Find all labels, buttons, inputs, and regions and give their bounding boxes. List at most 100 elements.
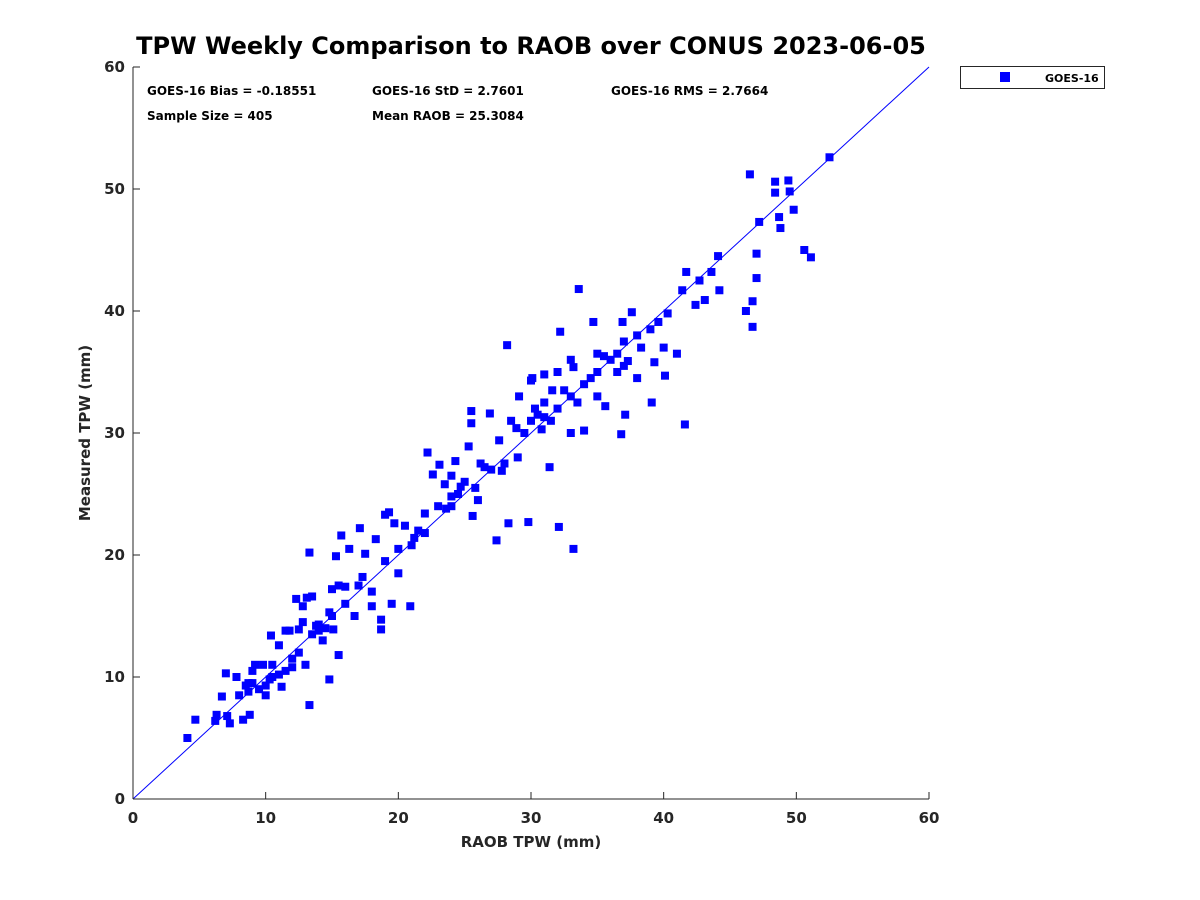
data-point — [593, 349, 602, 358]
data-point — [533, 410, 542, 419]
stat-rms: GOES-16 RMS = 2.7664 — [611, 84, 768, 98]
data-point — [211, 716, 220, 725]
data-point — [520, 429, 529, 437]
data-point — [298, 602, 307, 611]
data-point — [715, 286, 724, 295]
x-tick-label: 10 — [255, 809, 276, 827]
y-tick-label: 30 — [104, 424, 125, 442]
data-point — [400, 521, 409, 530]
data-point — [456, 482, 465, 491]
data-point — [321, 624, 330, 633]
x-tick-label: 30 — [521, 809, 542, 827]
data-point — [789, 205, 798, 214]
data-point — [467, 419, 476, 428]
data-point — [748, 322, 757, 331]
data-point — [248, 666, 257, 675]
data-point — [460, 477, 469, 486]
data-point — [560, 386, 569, 395]
data-point — [302, 593, 311, 602]
data-point — [515, 392, 524, 401]
data-point — [464, 442, 473, 451]
data-point — [546, 416, 555, 425]
data-point — [223, 712, 232, 721]
data-point — [440, 480, 449, 489]
stat-bias: GOES-16 Bias = -0.18551 — [147, 84, 316, 98]
data-point — [504, 519, 513, 528]
data-point — [633, 374, 642, 383]
data-point — [355, 524, 364, 533]
data-point — [268, 673, 277, 681]
data-point — [672, 349, 681, 358]
data-point — [454, 490, 463, 498]
y-tick-label: 0 — [115, 790, 125, 808]
data-point — [183, 734, 192, 742]
data-point — [434, 502, 443, 511]
data-point — [566, 429, 575, 437]
data-point — [423, 448, 432, 457]
data-point — [678, 286, 687, 295]
data-point — [381, 557, 390, 566]
data-point — [414, 526, 423, 535]
data-point — [367, 587, 376, 596]
data-point — [288, 663, 297, 672]
data-point — [387, 599, 396, 608]
data-point — [451, 457, 460, 466]
y-ticks: 0 10 20 30 40 50 60 — [104, 58, 140, 808]
data-point — [221, 669, 230, 678]
y-tick-label: 60 — [104, 58, 125, 76]
data-point — [281, 666, 290, 675]
data-point — [239, 715, 248, 724]
x-tick-label: 40 — [653, 809, 674, 827]
data-point — [235, 691, 244, 700]
data-point — [354, 581, 363, 590]
data-point — [305, 701, 314, 710]
data-point — [527, 416, 535, 425]
data-point — [385, 508, 394, 517]
data-point — [589, 317, 598, 326]
x-tick-label: 50 — [786, 809, 807, 827]
legend-box — [960, 66, 1105, 89]
data-point — [191, 715, 200, 724]
data-point — [420, 509, 429, 518]
data-point — [285, 626, 294, 635]
data-point — [621, 410, 630, 419]
stat-mean-raob: Mean RAOB = 25.3084 — [372, 109, 524, 123]
data-point — [691, 300, 700, 309]
data-point — [800, 246, 809, 254]
data-point — [294, 625, 303, 634]
data-point — [618, 317, 627, 326]
data-point — [468, 511, 477, 520]
data-point — [695, 276, 704, 285]
data-point — [301, 660, 310, 669]
one-to-one-line — [132, 66, 930, 800]
data-point — [617, 430, 626, 439]
data-point — [771, 177, 780, 186]
data-point — [294, 648, 303, 657]
data-point — [785, 187, 794, 196]
data-point — [806, 253, 815, 262]
data-point — [659, 343, 668, 352]
data-point — [261, 691, 270, 700]
data-point — [775, 213, 784, 222]
data-point — [358, 572, 367, 581]
data-point — [503, 341, 512, 350]
data-point — [251, 660, 260, 669]
data-point — [328, 585, 336, 594]
data-point — [580, 426, 589, 435]
data-point — [406, 602, 415, 611]
data-point — [325, 675, 334, 684]
data-point — [512, 424, 521, 433]
data-point — [650, 358, 659, 367]
data-point — [248, 679, 257, 688]
data-point — [480, 463, 489, 472]
data-point — [345, 544, 354, 553]
y-tick-label: 20 — [104, 546, 125, 564]
data-point — [755, 217, 764, 226]
data-point — [377, 615, 386, 624]
data-point — [361, 549, 370, 558]
x-tick-label: 0 — [128, 809, 138, 827]
data-point — [447, 471, 456, 480]
data-point — [341, 582, 350, 591]
data-point — [553, 368, 562, 376]
data-point — [390, 519, 399, 528]
